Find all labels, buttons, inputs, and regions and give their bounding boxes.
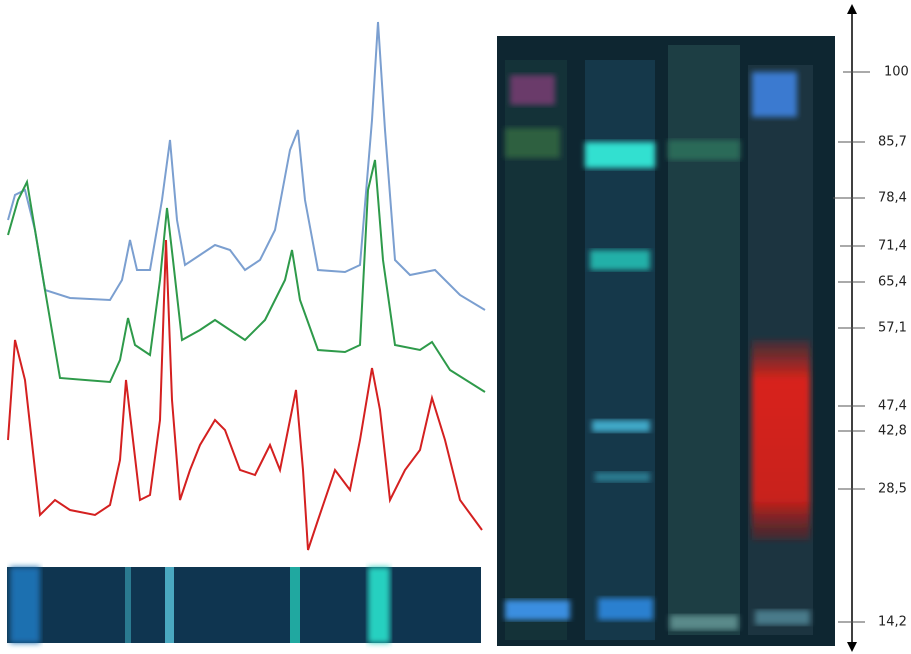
lane-strip [7,567,481,643]
strip-band [10,567,40,643]
tick-label: 57,1 [878,321,907,336]
band [510,75,555,105]
band [585,142,655,168]
tick-label: 42,8 [878,424,907,439]
traces [8,22,485,550]
page: 100 85,7 78,4 71,4 65,4 57,1 47,4 42,8 2… [0,0,911,654]
green-trace [8,160,485,392]
arrow-head [847,642,857,652]
scale: 100 85,7 78,4 71,4 65,4 57,1 47,4 42,8 2… [833,4,909,652]
band [505,128,560,158]
strip-band [125,567,131,643]
band [505,600,570,620]
band [670,615,738,630]
figure: 100 85,7 78,4 71,4 65,4 57,1 47,4 42,8 2… [0,0,911,654]
band [668,140,740,160]
band [755,610,810,625]
tick-label: 85,7 [878,135,907,150]
band [592,420,650,432]
strip-band [165,567,174,643]
band [595,472,650,482]
lane [668,45,740,635]
tick-label: 71,4 [878,239,907,254]
tick-label: 28,5 [878,482,907,497]
tick-label: 100 [884,65,909,80]
gel [497,36,835,646]
arrow-head [847,4,857,14]
red-trace [8,240,482,550]
tick-label: 65,4 [878,275,907,290]
band [598,598,653,620]
tick-label: 78,4 [878,191,907,206]
band [752,340,810,540]
strip-band [290,567,300,643]
tick-label: 14,2 [878,615,907,630]
strip-bg [7,567,481,643]
band [752,72,797,117]
tick-label: 47,4 [878,399,907,414]
strip-band [368,567,390,643]
band [590,250,650,270]
blue-trace [8,22,485,310]
